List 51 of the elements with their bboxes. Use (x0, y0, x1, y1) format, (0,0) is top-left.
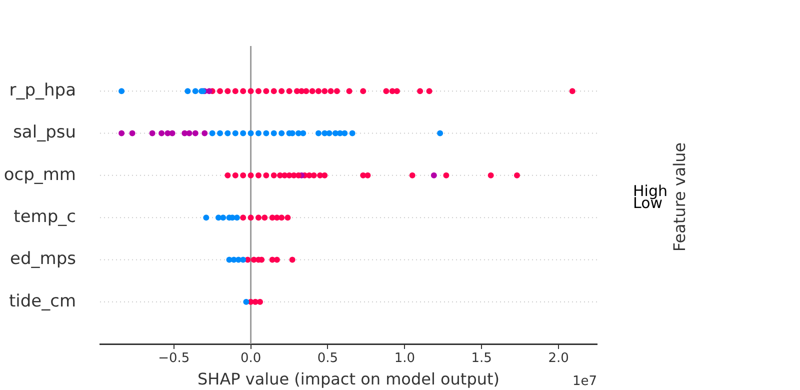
point (514, 172, 520, 178)
x-tick-label: 0.0 (240, 351, 262, 366)
point (184, 88, 191, 94)
point (118, 88, 125, 94)
point (255, 214, 262, 221)
y-tick-label: sal_psu (13, 122, 76, 143)
point (409, 172, 416, 178)
x-tick-label: 1.5 (471, 351, 492, 366)
point (269, 256, 276, 263)
point (278, 88, 285, 94)
point (488, 172, 494, 178)
point (243, 298, 250, 305)
point (203, 214, 210, 221)
point (322, 88, 328, 94)
point (215, 214, 222, 221)
point (255, 88, 262, 94)
point (294, 88, 300, 94)
point (232, 88, 238, 94)
point (569, 88, 576, 94)
point (263, 88, 270, 94)
point (217, 88, 224, 94)
point (226, 256, 232, 263)
y-tick-label: ocp_mm (4, 164, 76, 185)
point (240, 214, 246, 221)
color-bar-title: Feature value (670, 142, 690, 252)
point (286, 88, 292, 94)
point (248, 214, 254, 221)
y-tick-label: temp_c (14, 206, 76, 227)
point (328, 88, 334, 94)
y-tick-label: ed_mps (10, 249, 76, 270)
point (192, 88, 198, 94)
x-tick-label: 2.0 (548, 351, 569, 366)
point (269, 214, 276, 221)
point (224, 88, 231, 94)
point (262, 214, 268, 221)
point (240, 88, 246, 94)
text: 1e7 (572, 374, 597, 389)
x-tick-label: 0.5 (317, 351, 338, 366)
y-tick-label: r_p_hpa (9, 80, 76, 101)
point (284, 214, 291, 221)
point (315, 88, 322, 94)
point (443, 172, 450, 178)
y-tick-label: tide_cm (8, 291, 76, 312)
point (426, 88, 432, 94)
point (270, 172, 277, 178)
x-tick-label: −0.5 (158, 351, 190, 366)
x-tick-label: 1.0 (394, 351, 416, 366)
point (270, 88, 277, 94)
point (248, 88, 254, 94)
point (289, 256, 296, 263)
x-axis-title: SHAP value (impact on model output) (198, 370, 500, 389)
